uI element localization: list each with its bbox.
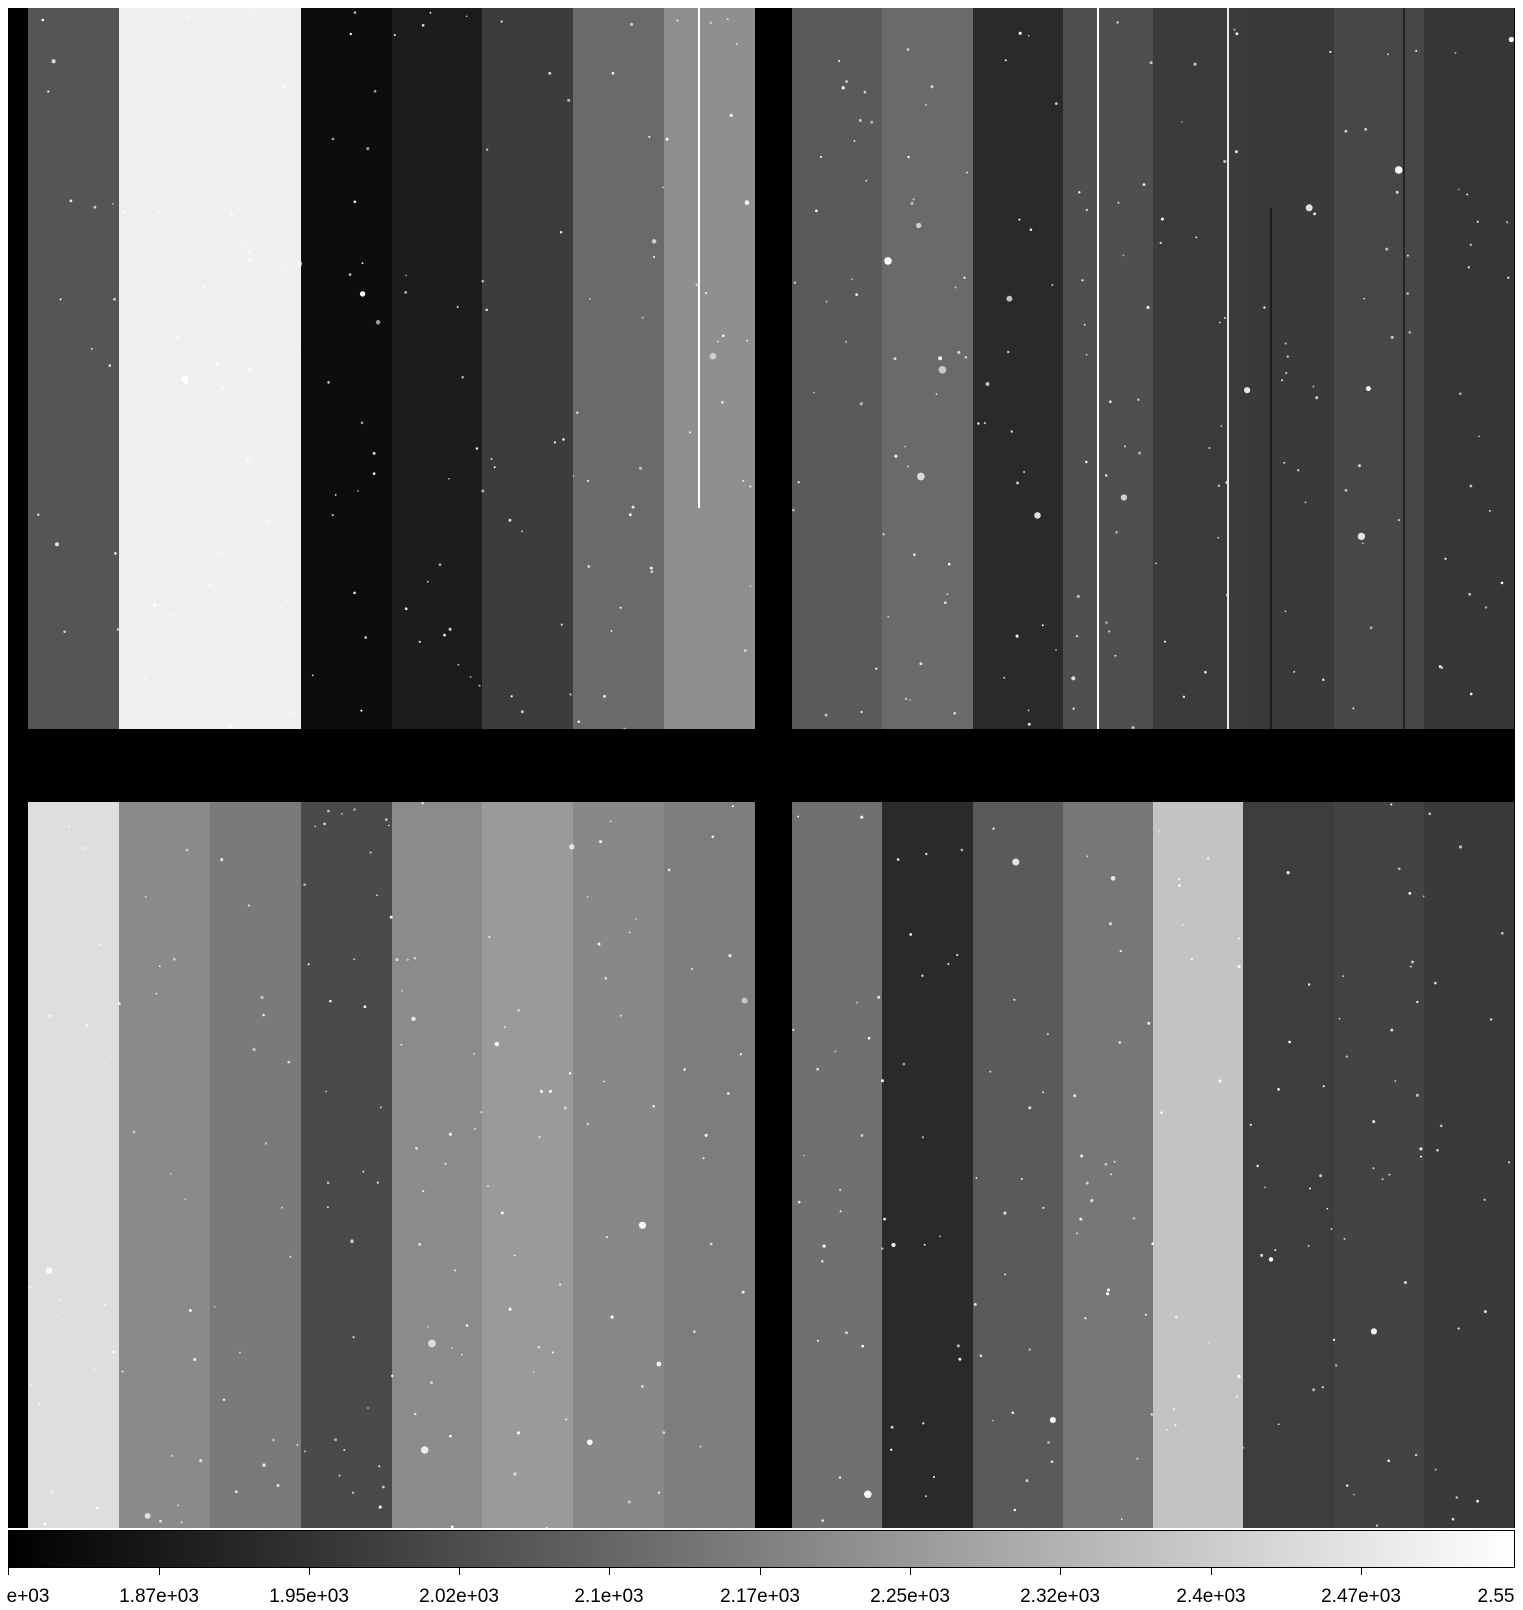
- colorbar-tick: [8, 1567, 9, 1575]
- amplifier-strip: [1243, 802, 1335, 1528]
- amplifier-strip: [882, 802, 974, 1528]
- amplifier-strip: [1423, 802, 1514, 1528]
- amplifier-strip: [28, 8, 119, 729]
- image-viewer[interactable]: [8, 8, 1515, 1528]
- amplifier-strip: [792, 802, 883, 1528]
- amplifier-strip: [664, 8, 755, 729]
- colorbar-tick: [609, 1567, 610, 1575]
- ccd-quadrant-top-right: [792, 8, 1514, 729]
- amplifier-strip: [391, 8, 483, 729]
- amplifier-strip: [300, 802, 392, 1528]
- colorbar-tick-label: 2.47e+03: [1321, 1586, 1401, 1607]
- colorbar-tick-label: 2.55: [1477, 1586, 1515, 1607]
- amplifier-strip: [391, 802, 483, 1528]
- amplifier-strip: [664, 802, 755, 1528]
- colorbar-tick: [1361, 1567, 1362, 1575]
- colorbar-tick-label: 1.95e+03: [269, 1586, 349, 1607]
- colorbar-tick-label: 1.87e+03: [119, 1586, 199, 1607]
- ccd-quadrant-bottom-right: [792, 802, 1514, 1528]
- colorbar-tick-label: 2.32e+03: [1020, 1586, 1100, 1607]
- amplifier-strip: [573, 802, 665, 1528]
- amplifier-strip: [482, 802, 574, 1528]
- amplifier-strip: [1333, 8, 1425, 729]
- amplifier-strip: [882, 8, 974, 729]
- amplifier-strip: [118, 802, 210, 1528]
- amplifier-strip: [1153, 802, 1244, 1528]
- amplifier-strip: [118, 8, 210, 729]
- amplifier-strip: [792, 8, 883, 729]
- amplifier-strip: [28, 802, 119, 1528]
- colorbar-tick-label: 2.17e+03: [720, 1586, 800, 1607]
- amplifier-strip: [1333, 802, 1425, 1528]
- amplifier-strip: [1423, 8, 1514, 729]
- amplifier-strip: [209, 8, 301, 729]
- colorbar-tick: [459, 1567, 460, 1575]
- ccd-quadrant-top-left: [28, 8, 755, 729]
- amplifier-strip: [300, 8, 392, 729]
- amplifier-strip: [972, 802, 1064, 1528]
- colorbar-tick: [309, 1567, 310, 1575]
- colorbar-tick: [1211, 1567, 1212, 1575]
- amplifier-strip: [573, 8, 665, 729]
- colorbar-tick-label: e+03: [6, 1586, 50, 1607]
- colorbar-tick: [1060, 1567, 1061, 1575]
- ccd-quadrant-bottom-left: [28, 802, 755, 1528]
- amplifier-strip: [482, 8, 574, 729]
- amplifier-strip: [1062, 8, 1154, 729]
- amplifier-strip: [1062, 802, 1154, 1528]
- colorbar-tick-label: 2.1e+03: [574, 1586, 644, 1607]
- colorbar-tick: [910, 1567, 911, 1575]
- colorbar[interactable]: [8, 1530, 1515, 1568]
- colorbar-tick: [159, 1567, 160, 1575]
- amplifier-strip: [1243, 8, 1335, 729]
- colorbar-tick-label: 2.4e+03: [1176, 1586, 1246, 1607]
- colorbar-tick: [760, 1567, 761, 1575]
- amplifier-strip: [972, 8, 1064, 729]
- colorbar-tick-label: 2.25e+03: [870, 1586, 950, 1607]
- amplifier-strip: [209, 802, 301, 1528]
- colorbar-area: e+03 1.87e+03 1.95e+03 2.02e+03 2.1e+03 …: [6, 1528, 1515, 1610]
- amplifier-strip: [1153, 8, 1244, 729]
- colorbar-tick-label: 2.02e+03: [419, 1586, 499, 1607]
